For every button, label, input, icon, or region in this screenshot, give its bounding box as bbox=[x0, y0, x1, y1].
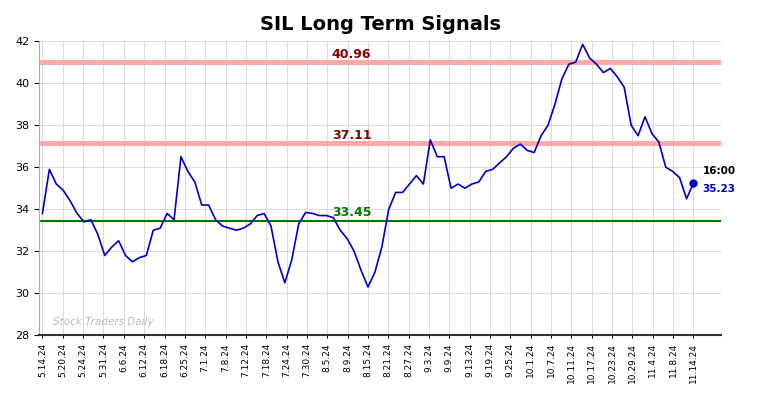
Text: Stock Traders Daily: Stock Traders Daily bbox=[53, 317, 154, 327]
Text: 33.45: 33.45 bbox=[332, 206, 372, 219]
Bar bbox=[39, 141, 721, 146]
Bar bbox=[39, 60, 721, 66]
Title: SIL Long Term Signals: SIL Long Term Signals bbox=[260, 15, 500, 34]
Text: 40.96: 40.96 bbox=[332, 48, 372, 61]
Text: 37.11: 37.11 bbox=[332, 129, 372, 142]
Text: 35.23: 35.23 bbox=[702, 184, 735, 195]
Text: 16:00: 16:00 bbox=[702, 166, 735, 176]
